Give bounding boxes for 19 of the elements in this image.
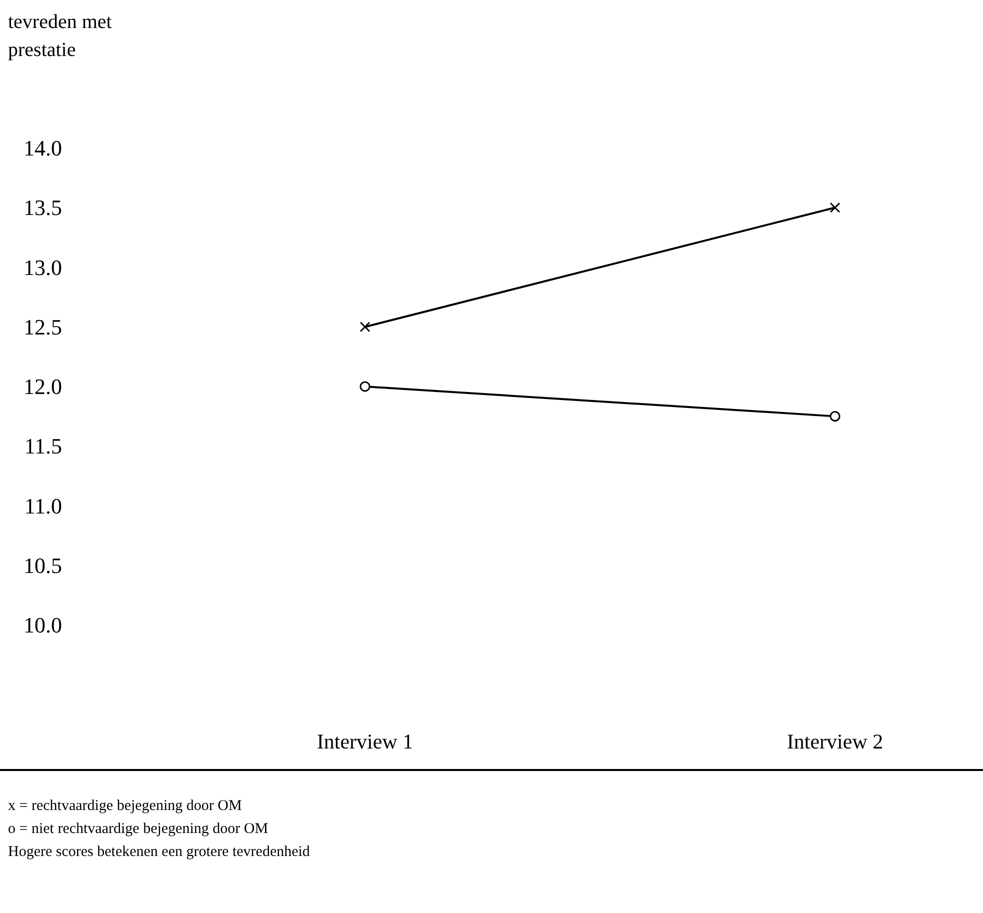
text: x = rechtvaardige bejegening door OM bbox=[8, 797, 243, 816]
y-axis-title: tevreden met prestatie bbox=[8, 10, 113, 63]
point bbox=[830, 202, 840, 213]
y-tick-label: 11.5 bbox=[24, 434, 62, 459]
text: Hogere scores betekenen een grotere tevredenheid bbox=[8, 843, 310, 862]
point bbox=[360, 381, 370, 392]
y-tick-label: 14.0 bbox=[24, 136, 62, 160]
y-tick-label: 12.0 bbox=[24, 374, 62, 399]
x-tick-label: Interview 1 bbox=[316, 730, 414, 754]
point bbox=[360, 322, 370, 332]
y-tick-label: 12.5 bbox=[24, 314, 62, 340]
y-tick-label: 10.5 bbox=[24, 552, 62, 578]
y-tick-label: 13.5 bbox=[24, 195, 62, 220]
x-tick-label: Interview 2 bbox=[786, 730, 884, 754]
y-tick-label: 11.0 bbox=[24, 493, 62, 518]
y-tick-label: 10.0 bbox=[24, 612, 62, 638]
point bbox=[830, 411, 840, 422]
text: o = niet rechtvaardige bejegening door OM bbox=[8, 820, 270, 839]
y-tick-label: 13.0 bbox=[24, 254, 62, 280]
